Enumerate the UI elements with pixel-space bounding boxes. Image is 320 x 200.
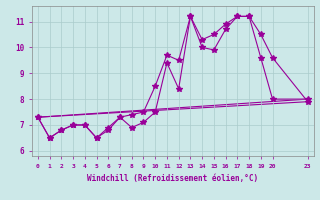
X-axis label: Windchill (Refroidissement éolien,°C): Windchill (Refroidissement éolien,°C) xyxy=(87,174,258,183)
